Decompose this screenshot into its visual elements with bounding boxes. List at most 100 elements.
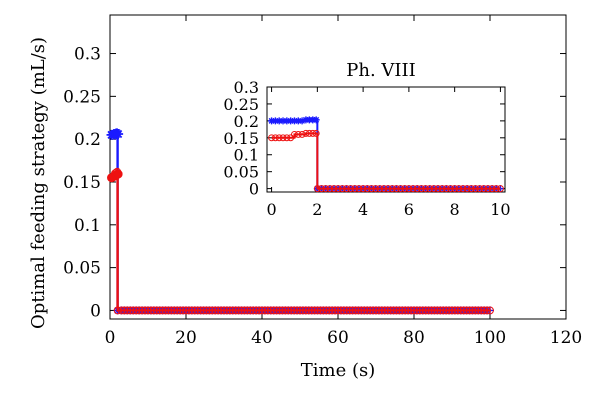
main-series-1-point [474,306,483,315]
inset-series-1-point [347,185,355,193]
inset-x-tick-label-2: 4 [358,200,368,219]
main-y-tick-label-5: 0.25 [63,87,101,107]
inset-y-tick-label-6: 0.3 [234,78,259,97]
main-series-1-point [319,306,328,315]
main-series-1-point [465,306,474,315]
main-series-0-start-point [113,128,124,139]
main-series-1-point [161,306,170,315]
inset-series-0-point [271,117,279,125]
main-series-1-point [313,306,322,315]
main-series-1-point [261,306,269,315]
main-series-1-point [225,306,234,315]
main-series-1-point [167,306,176,315]
main-series-1-point [337,306,345,315]
main-series-1-point [325,306,334,315]
main-series-1-point [404,306,413,315]
inset-x-tick-label-0: 0 [266,200,276,219]
main-series-1-point [389,306,398,315]
inset-series-1-point [384,185,392,193]
inset-series-0-point [268,117,276,125]
inset-series-1-point [318,185,325,193]
inset-series-1-point [334,185,342,193]
main-series-1-point [369,306,377,315]
main-series-1-point [345,306,354,315]
main-series-1-point [348,306,357,315]
main-series-1-point [415,306,424,315]
main-series-1-point [202,306,211,315]
inset-series-1-point [467,185,475,193]
main-x-tick-label-0: 0 [105,328,116,348]
main-series-1-point [126,306,135,315]
main-series-1-point [176,306,185,315]
main-series-1-point [211,306,220,315]
main-series-1-point [170,306,179,315]
main-series-1-point [182,306,190,315]
inset-series-1-markers [268,129,504,193]
main-series-1-point [199,306,208,315]
main-series-1-point [228,306,237,315]
inset-y-tick-label-4: 0.2 [234,112,259,131]
main-series-1-point [439,306,448,315]
main-series-1-point [158,306,167,315]
inset-series-1-point [447,185,454,193]
main-series-1-point [413,306,421,315]
inset-series-1-point [392,185,400,193]
main-series-1-point [269,306,278,315]
main-series-1-point [453,306,462,315]
main-series-1-point [152,306,161,315]
main-series-1-point [459,306,468,315]
main-series-1-point [307,306,316,315]
inset-series-1-point [312,129,320,137]
inset-series-1-point [322,185,330,193]
x-axis-label: Time (s) [301,360,376,381]
inset-series-1-point [338,185,346,193]
main-series-1-point [433,306,442,315]
inset-series-1-point [476,185,484,193]
main-series-1-point [480,306,489,315]
main-series-1-point [173,306,182,315]
main-series-1-point [234,306,243,315]
main-series-1-point [421,306,430,315]
inset-series-1-point [397,185,405,193]
main-series-1-point [401,306,410,315]
main-series-1-point [155,306,164,315]
main-series-1-point [301,306,310,315]
main-series-1-point [334,306,342,315]
main-series-1-point [223,306,231,315]
main-x-tick-label-5: 100 [474,328,506,348]
main-series-1-point [304,306,313,315]
inset-series-1-point [484,185,492,193]
main-series-1-point [380,306,389,315]
main-series-1-point [316,306,325,315]
main-series-1-point [196,306,205,315]
inset-y-tick-label-1: 0.05 [223,163,259,182]
main-series-1-point [436,306,445,315]
inset-series-0-point [283,117,291,125]
main-series-1-point [214,306,223,315]
main-series-1-point [185,306,193,315]
main-series-1-point [477,306,486,315]
inset-series-1-point [413,185,421,193]
main-series-1-point [205,306,214,315]
inset-series-1-point [326,185,334,193]
main-series-1-point [266,306,275,315]
main-series-1-point [258,306,266,315]
main-y-tick-label-6: 0.3 [74,45,101,65]
inset-y-tick-label-0: 0 [249,180,259,199]
main-series-1-point [445,306,453,315]
main-series-1-point [187,306,196,315]
main-y-tick-label-0: 0 [90,301,101,321]
inset-series-1-point [363,185,371,193]
main-series-0-start-cluster [106,128,124,140]
main-series-1-point [263,306,272,315]
inset-series-1-point [463,185,471,193]
main-series-1-point [328,306,337,315]
main-series-1-point [272,306,281,315]
main-x-tick-label-1: 20 [175,328,197,348]
inset-series-1-point [388,185,396,193]
inset-series-1-point [471,185,479,193]
main-series-1-point [255,306,263,315]
inset-series-1-point [367,185,375,193]
inset-x-tick-label-3: 6 [404,200,414,219]
inset-series-0-point [312,116,320,124]
